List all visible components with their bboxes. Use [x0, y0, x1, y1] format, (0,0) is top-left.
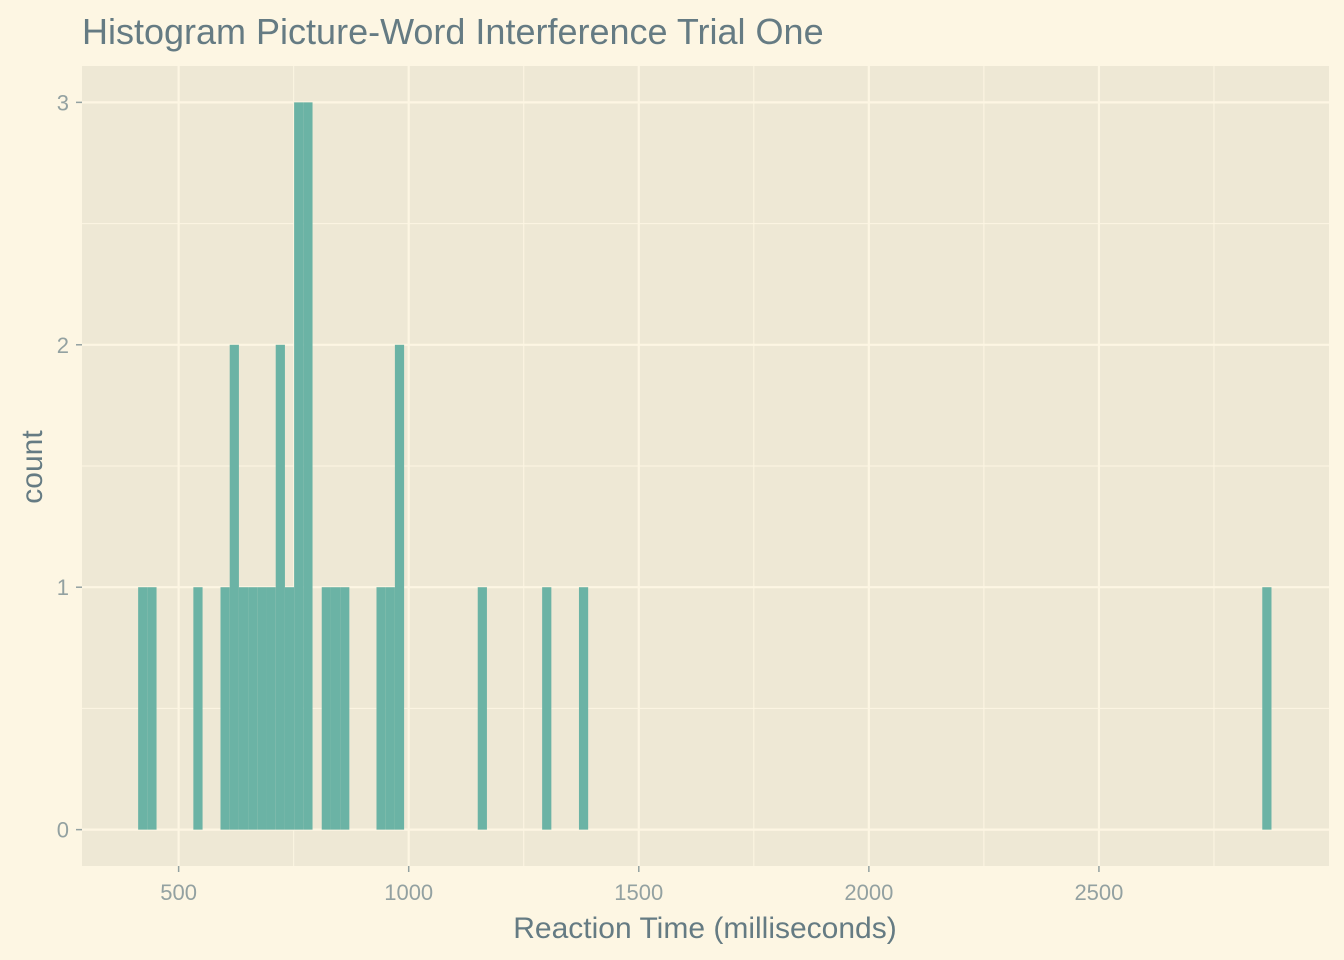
histogram-bar: [394, 344, 405, 830]
histogram-bar: [303, 102, 313, 830]
histogram-bar: [321, 587, 331, 830]
histogram-bar: [229, 344, 239, 830]
histogram-bar: [220, 587, 230, 830]
histogram-bar: [477, 587, 487, 830]
x-axis-title: Reaction Time (milliseconds): [513, 912, 896, 945]
histogram-bar: [238, 587, 249, 830]
x-tick-label: 2500: [1074, 880, 1123, 905]
histogram-bar: [138, 587, 148, 830]
histogram-bar: [147, 587, 157, 830]
histogram-bar: [578, 587, 589, 830]
y-tick-label: 0: [57, 818, 69, 843]
histogram-bar: [1262, 587, 1272, 830]
histogram-bar: [284, 587, 295, 830]
x-tick-label: 500: [160, 880, 197, 905]
histogram-bar: [376, 587, 386, 830]
histogram-bar: [294, 102, 304, 830]
x-tick-label: 2000: [844, 880, 893, 905]
y-axis-tick-labels: 0 1 2 3: [57, 90, 69, 842]
histogram-bar: [257, 587, 267, 830]
histogram-bar: [275, 344, 285, 830]
minor-gridlines: [82, 66, 1329, 866]
histogram-bar: [248, 587, 258, 830]
histogram-bar: [330, 587, 341, 830]
histogram-bar: [266, 587, 276, 830]
y-tick-label: 1: [57, 575, 69, 600]
y-tick-label: 2: [57, 333, 69, 358]
histogram-bars: [138, 102, 1272, 830]
chart-title: Histogram Picture-Word Interference Tria…: [82, 11, 824, 52]
histogram-bar: [385, 587, 395, 830]
x-tick-label: 1000: [384, 880, 433, 905]
x-axis-tick-labels: 500 1000 1500 2000 2500: [160, 880, 1123, 905]
histogram-bar: [542, 587, 552, 830]
histogram-bar: [193, 587, 203, 830]
y-axis-title: count: [16, 430, 49, 504]
y-tick-label: 3: [57, 90, 69, 115]
axis-ticks: [76, 101, 1100, 872]
x-tick-label: 1500: [614, 880, 663, 905]
histogram-bar: [340, 587, 350, 830]
